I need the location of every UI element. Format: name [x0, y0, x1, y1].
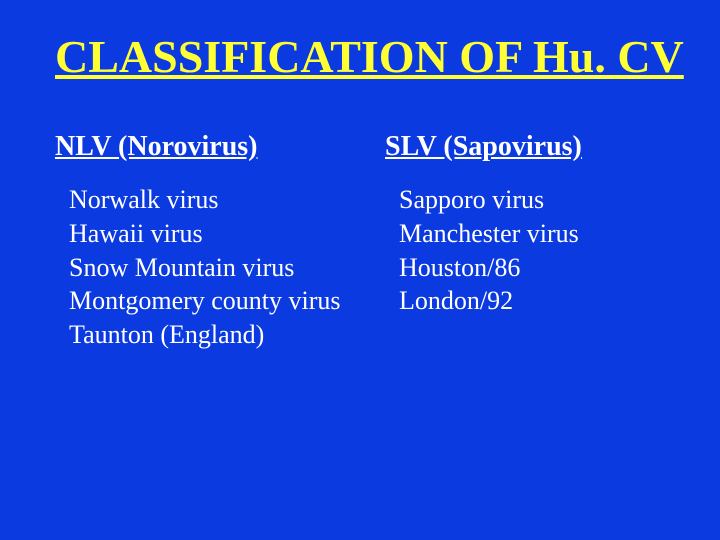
list-item: London/92: [385, 284, 665, 318]
left-heading: NLV (Norovirus): [55, 131, 355, 163]
list-item: Norwalk virus: [55, 183, 355, 217]
slide-title: CLASSIFICATION OF Hu. CV: [55, 30, 665, 83]
right-heading: SLV (Sapovirus): [385, 131, 665, 163]
left-column: NLV (Norovirus) Norwalk virus Hawaii vir…: [55, 131, 355, 352]
list-item: Hawaii virus: [55, 217, 355, 251]
list-item: Snow Mountain virus: [55, 251, 355, 285]
slide: CLASSIFICATION OF Hu. CV NLV (Norovirus)…: [0, 0, 720, 540]
list-item: Manchester virus: [385, 217, 665, 251]
list-item: Houston/86: [385, 251, 665, 285]
right-column: SLV (Sapovirus) Sapporo virus Manchester…: [385, 131, 665, 352]
list-item: Taunton (England): [55, 318, 355, 352]
list-item: Montgomery county virus: [55, 284, 355, 318]
list-item: Sapporo virus: [385, 183, 665, 217]
columns-wrap: NLV (Norovirus) Norwalk virus Hawaii vir…: [55, 131, 665, 352]
